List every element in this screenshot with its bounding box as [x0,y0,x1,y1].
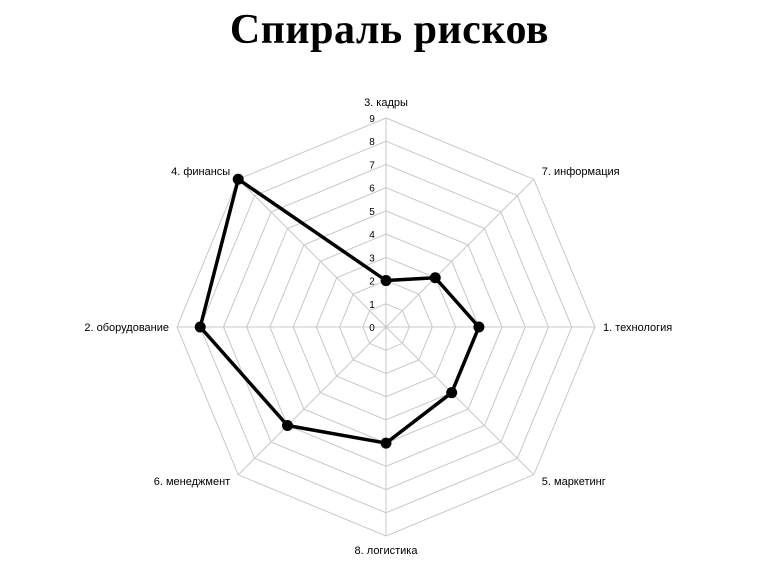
tick-label: 7 [369,160,375,171]
axis-label: 5. маркетинг [542,476,606,488]
tick-label: 3 [369,253,375,264]
spoke-7 [237,178,387,328]
data-point [429,272,441,284]
chart-title: Спираль рисков [229,7,550,53]
data-point [380,437,392,449]
tick-layer: 0 1 2 3 4 5 6 7 8 9 [369,114,375,334]
tick-label: 9 [369,114,375,125]
axis-label: 7. информация [542,166,620,178]
tick-label: 0 [369,323,375,334]
data-point [446,387,458,399]
data-point [194,321,206,333]
data-point [380,275,392,287]
tick-label: 5 [369,207,375,218]
data-point [281,420,293,432]
series-line [198,177,481,445]
tick-label: 1 [369,300,375,311]
axis-label-layer: 3. кадры 7. информация 1. технология 5. мар… [84,97,672,557]
axis-label: 6. менеджмент [154,476,230,488]
spoke-3 [385,326,535,476]
axis-label: 2. оборудование [84,322,169,334]
tick-label: 2 [369,277,375,288]
tick-label: 4 [369,230,375,241]
axis-label: 8. логистика [355,545,419,557]
axis-label: 1. технология [603,322,672,334]
axis-label: 3. кадры [364,97,408,109]
tick-label: 6 [369,184,375,195]
tick-label: 8 [369,137,375,148]
data-point [232,173,244,185]
series-layer [194,173,485,449]
axis-label: 4. финансы [171,166,230,178]
spoke-1 [385,178,535,328]
spoke-layer [177,118,595,536]
spoke-5 [237,326,387,476]
data-point [473,321,485,333]
